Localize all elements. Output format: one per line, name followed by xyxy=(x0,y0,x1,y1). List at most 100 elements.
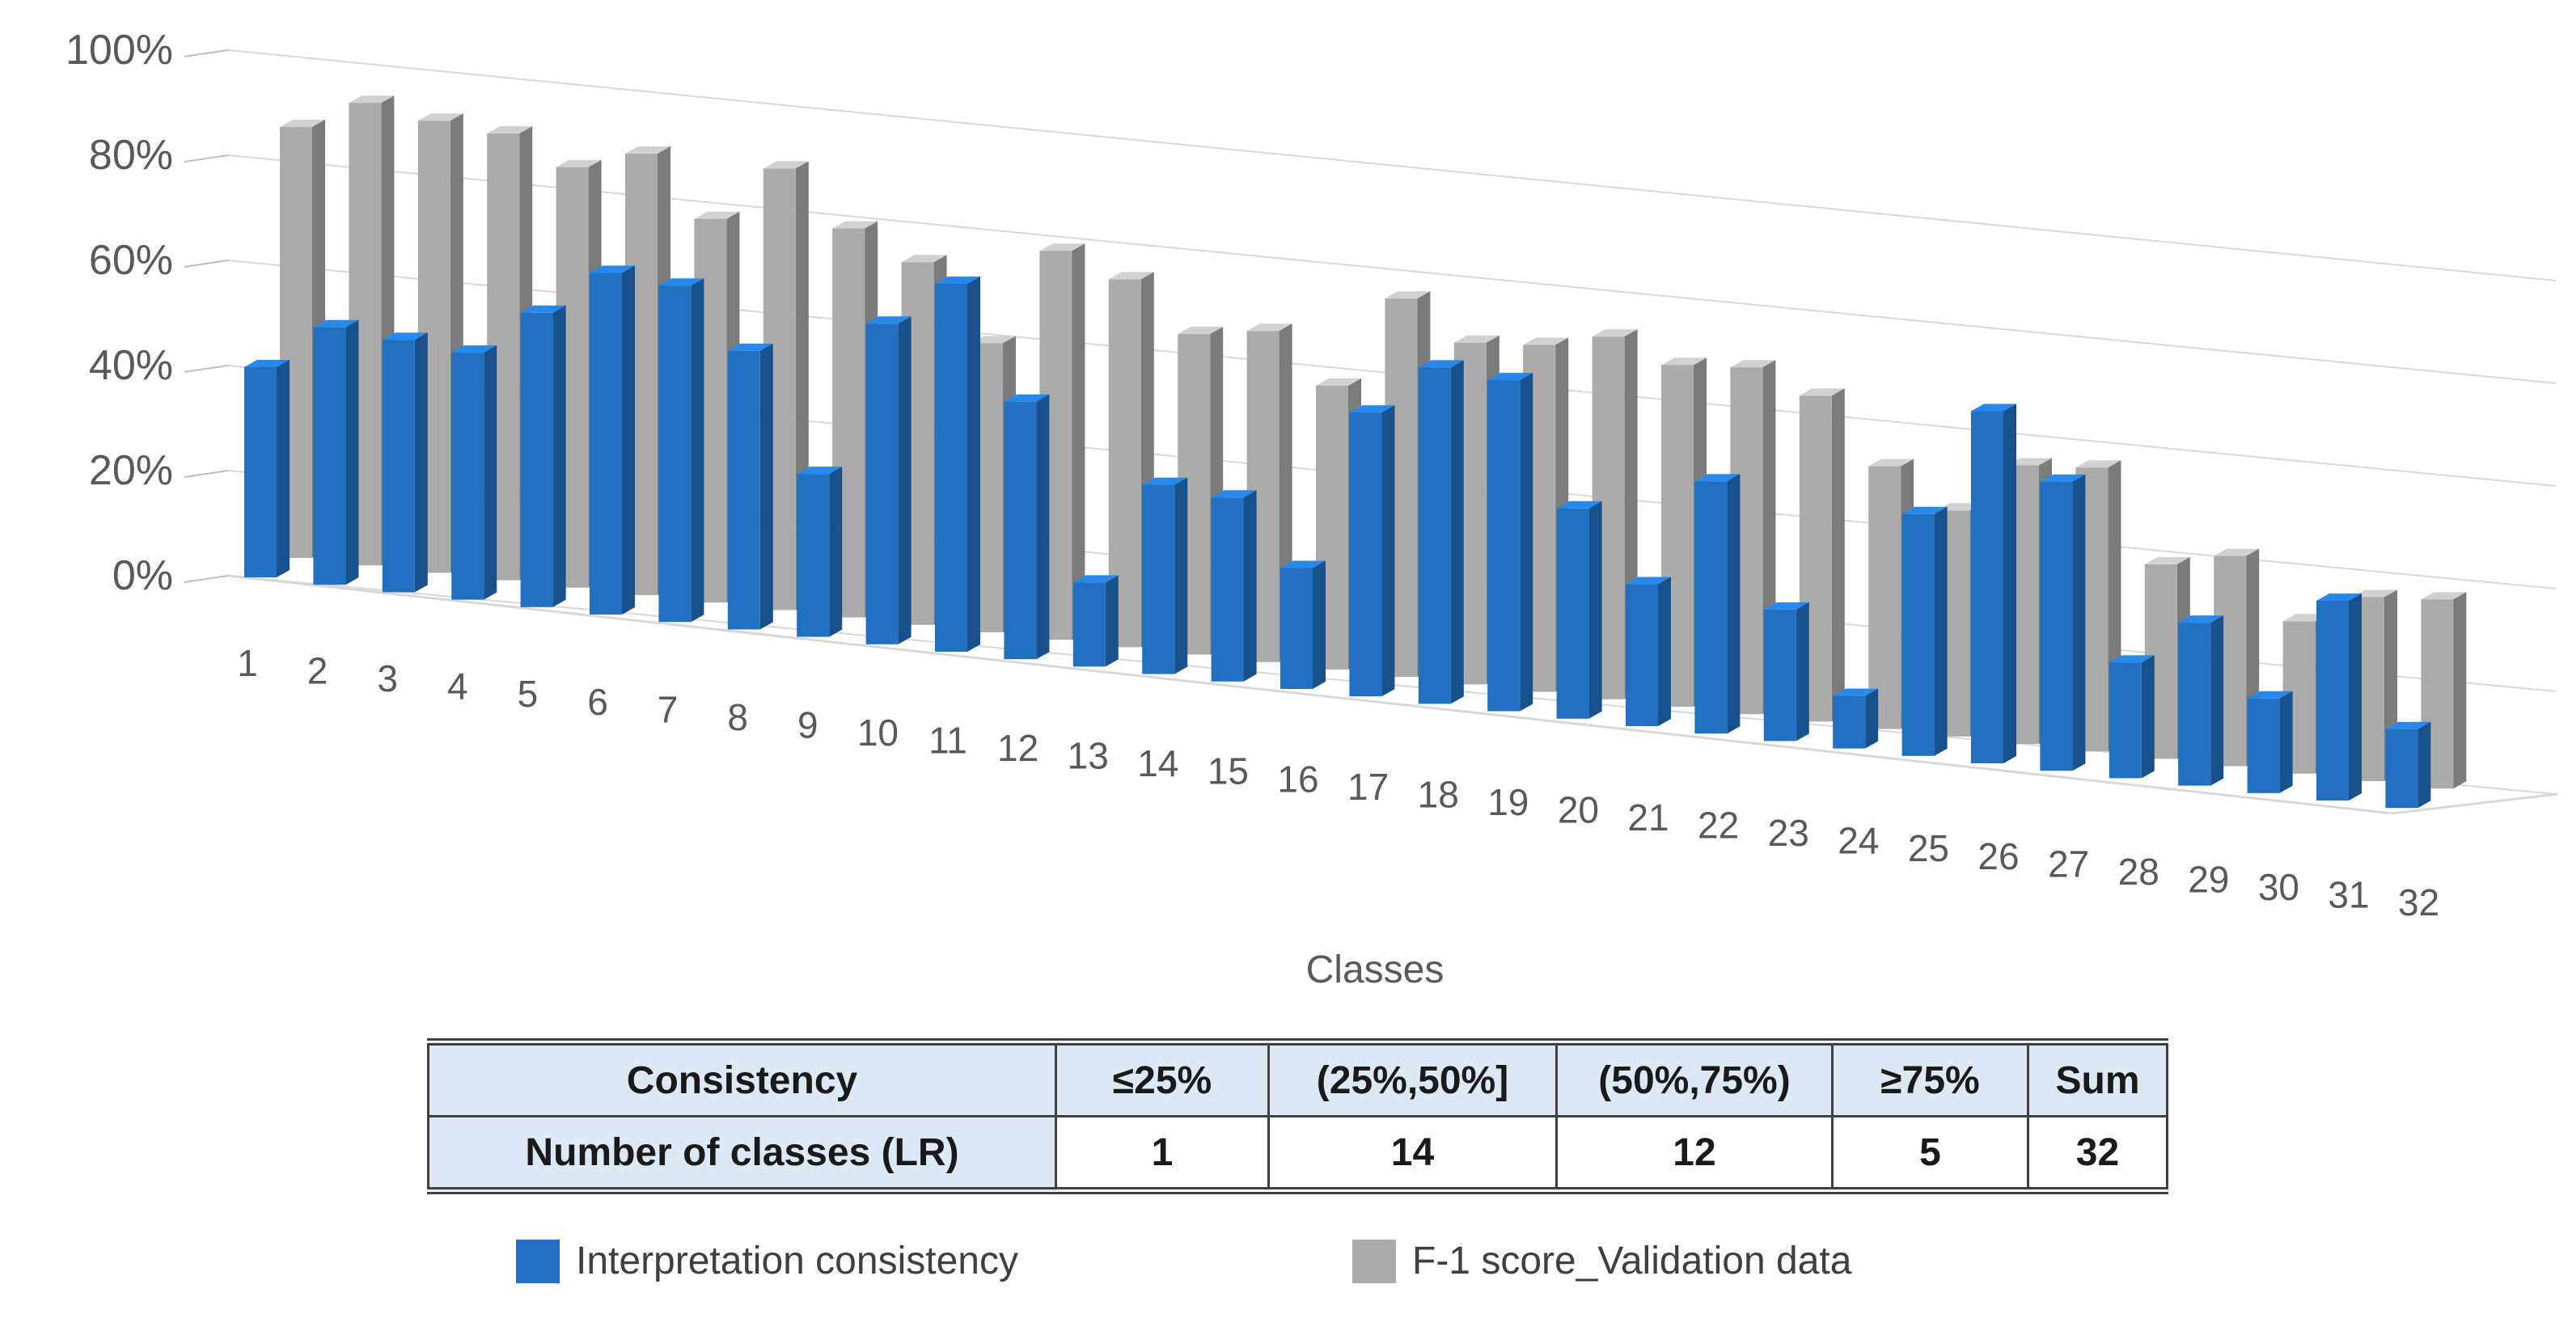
bar-f1-score-validation-top xyxy=(832,221,878,229)
x-axis-category-label: 23 xyxy=(1768,812,1809,854)
x-axis-category-label: 28 xyxy=(2118,851,2159,893)
bar-f1-score-validation-top xyxy=(1868,458,1914,467)
bar-interpretation-consistency xyxy=(1487,380,1521,712)
bar-interpretation-consistency xyxy=(1971,411,2003,763)
bar-interpretation-consistency-side xyxy=(1381,405,1395,697)
y-axis-label: 100% xyxy=(66,27,173,74)
x-axis-category-label: 20 xyxy=(1558,788,1599,830)
bar-interpretation-consistency-side xyxy=(967,277,980,652)
y-axis-tick xyxy=(184,49,229,57)
x-axis-category-label: 17 xyxy=(1347,766,1389,808)
bar-interpretation-consistency-side xyxy=(2417,721,2431,809)
y-axis-label: 0% xyxy=(112,552,173,599)
bar-f1-score-validation-top xyxy=(694,211,740,219)
y-axis-tick xyxy=(184,365,229,373)
bar-interpretation-consistency xyxy=(1349,412,1382,697)
bar-f1-score-validation-top xyxy=(280,120,325,127)
bar-interpretation-consistency-side xyxy=(1796,602,1809,741)
bar-interpretation-consistency-top xyxy=(1280,560,1326,568)
bar-interpretation-consistency-side xyxy=(1588,501,1602,719)
bar-f1-score-validation-top xyxy=(971,336,1016,344)
bar-f1-score-validation-top xyxy=(417,113,463,121)
bar-interpretation-consistency-side xyxy=(691,278,704,623)
x-axis-category-label: 7 xyxy=(658,688,679,730)
legend-label-f1-score: F-1 score_Validation data xyxy=(1412,1240,1852,1282)
table-cell-row-label: Number of classes (LR) xyxy=(427,1115,1057,1192)
bar-interpretation-consistency xyxy=(1763,609,1796,741)
table-cell-ge75: ≥75% xyxy=(1831,1041,2029,1117)
bar-f1-score-validation-top xyxy=(556,159,602,167)
x-axis-category-label: 2 xyxy=(307,650,328,692)
bar-f1-score-validation-top xyxy=(763,161,809,169)
bar-interpretation-consistency-side xyxy=(2279,691,2293,793)
bar-interpretation-consistency-side xyxy=(2072,474,2086,771)
bar-interpretation-consistency-top xyxy=(865,316,912,324)
bar-interpretation-consistency-side xyxy=(2141,655,2155,779)
bar-f1-score-validation-top xyxy=(1108,272,1154,280)
bar-interpretation-consistency-top xyxy=(313,319,359,327)
bar-interpretation-consistency-side xyxy=(484,345,497,600)
bar-interpretation-consistency-side xyxy=(1865,688,1879,749)
table-cell-count-sum: 32 xyxy=(2027,1115,2168,1192)
y-axis-label: 20% xyxy=(89,447,173,494)
bar-interpretation-consistency-top xyxy=(1349,405,1395,413)
consistency-summary-table: Consistency ≤25% (25%,50%] (50%,75%) ≥75… xyxy=(427,1038,2168,1194)
bar-interpretation-consistency xyxy=(1626,584,1658,726)
bar-interpretation-consistency-side xyxy=(1658,577,1671,726)
bar-interpretation-consistency-top xyxy=(1487,373,1533,381)
table-cell-count-25-50: 14 xyxy=(1267,1115,1558,1192)
table-cell-50-75: (50%,75%) xyxy=(1555,1041,1834,1117)
x-axis-category-label: 11 xyxy=(928,720,967,762)
bar-f1-score-validation-top xyxy=(1039,243,1085,251)
bar-interpretation-consistency xyxy=(658,285,692,623)
x-axis-category-label: 30 xyxy=(2258,866,2299,908)
x-axis-title: Classes xyxy=(1305,948,1445,991)
bar-interpretation-consistency-top xyxy=(1971,403,2016,412)
bar-interpretation-consistency-top xyxy=(1626,577,1671,585)
bar-f1-score-validation-top xyxy=(349,95,395,104)
legend-item-f1-score: F-1 score_Validation data xyxy=(1352,1239,1851,1283)
table-cell-25-50: (25%,50%] xyxy=(1267,1041,1558,1117)
bar-f1-score-validation-top xyxy=(2352,589,2397,598)
y-axis-label: 40% xyxy=(89,342,173,389)
x-axis-category-label: 26 xyxy=(1977,835,2019,877)
bar-interpretation-consistency-top xyxy=(382,332,428,340)
bar-interpretation-consistency xyxy=(2178,623,2211,786)
bar-f1-score-validation-top xyxy=(1178,327,1224,335)
bar-interpretation-consistency-side xyxy=(829,467,843,637)
bar-interpretation-consistency xyxy=(244,367,277,577)
bar-interpretation-consistency-top xyxy=(1211,490,1257,498)
x-axis-category-label: 3 xyxy=(377,657,398,699)
table-cell-count-50-75: 12 xyxy=(1555,1115,1834,1192)
bar-interpretation-consistency-top xyxy=(2247,691,2293,699)
bar-interpretation-consistency-top xyxy=(1418,360,1464,368)
x-axis-category-label: 29 xyxy=(2188,858,2229,900)
bar-f1-score-validation-top xyxy=(1453,335,1499,343)
bar-interpretation-consistency xyxy=(1142,484,1175,674)
x-axis-category-label: 8 xyxy=(727,696,748,738)
bar-interpretation-consistency-side xyxy=(1727,474,1741,734)
bar-interpretation-consistency-top xyxy=(1072,575,1119,583)
bar-interpretation-consistency xyxy=(2385,729,2418,809)
x-axis-category-label: 6 xyxy=(587,681,608,723)
table-data-row: Number of classes (LR) 1 14 12 5 32 xyxy=(427,1115,2168,1192)
bar-interpretation-consistency-side xyxy=(345,319,359,585)
bar-interpretation-consistency-side xyxy=(1934,506,1948,756)
bar-f1-score-validation-top xyxy=(1523,337,1569,345)
bar-f1-score-validation-side xyxy=(1072,243,1085,640)
bar-interpretation-consistency-top xyxy=(2385,721,2431,729)
legend-swatch-blue xyxy=(516,1239,560,1283)
bar-interpretation-consistency xyxy=(313,327,346,585)
x-axis-category-label: 31 xyxy=(2328,874,2369,916)
bar-interpretation-consistency xyxy=(520,312,553,607)
bar-interpretation-consistency-top xyxy=(1142,477,1188,485)
bar-interpretation-consistency xyxy=(1556,508,1589,719)
bar-interpretation-consistency-side xyxy=(759,343,773,630)
bar-interpretation-consistency-top xyxy=(2040,474,2086,482)
bar-interpretation-consistency-side xyxy=(1174,477,1188,674)
bar-interpretation-consistency xyxy=(1004,401,1037,660)
bar-interpretation-consistency-side xyxy=(898,316,912,644)
bar-f1-score-validation-top xyxy=(1799,388,1845,396)
x-axis-category-label: 16 xyxy=(1277,758,1318,800)
x-axis-category-label: 25 xyxy=(1908,827,1949,869)
